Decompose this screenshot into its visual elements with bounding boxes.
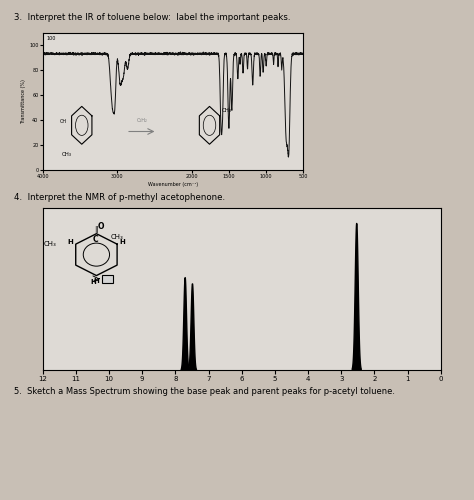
- Y-axis label: Transmittance (%): Transmittance (%): [21, 79, 27, 124]
- Text: 5.  Sketch a Mass Spectrum showing the base peak and parent peaks for p-acetyl t: 5. Sketch a Mass Spectrum showing the ba…: [14, 388, 395, 396]
- Text: 4.  Interpret the NMR of p-methyl acetophenone.: 4. Interpret the NMR of p-methyl acetoph…: [14, 192, 225, 202]
- X-axis label: Wavenumber (cm⁻¹): Wavenumber (cm⁻¹): [148, 182, 198, 187]
- Text: 3.  Interpret the IR of toluene below:  label the important peaks.: 3. Interpret the IR of toluene below: la…: [14, 12, 291, 22]
- Text: C₂H₂: C₂H₂: [137, 118, 147, 123]
- Text: 100: 100: [46, 36, 56, 42]
